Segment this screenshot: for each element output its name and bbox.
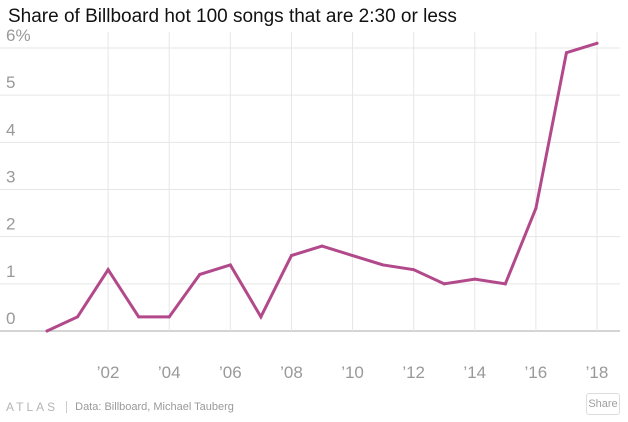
footer-divider (66, 401, 68, 413)
data-point (564, 51, 568, 55)
data-point (259, 315, 263, 319)
data-point (534, 206, 538, 210)
y-tick-label: 1 (6, 262, 15, 281)
data-point (137, 315, 141, 319)
x-tick-label: ’10 (341, 363, 364, 382)
x-tick-label: ’12 (402, 363, 425, 382)
data-point (228, 263, 232, 267)
data-point (442, 282, 446, 286)
data-point (289, 254, 293, 258)
y-tick-label: 0 (6, 309, 15, 328)
x-tick-label: ’02 (97, 363, 120, 382)
x-tick-label: ’06 (219, 363, 242, 382)
data-point (381, 263, 385, 267)
share-button[interactable]: Share (586, 393, 620, 415)
y-tick-label: 6% (6, 26, 31, 45)
atlas-logo: ATLAS (6, 400, 59, 414)
y-tick-label: 4 (6, 120, 15, 139)
y-tick-label: 3 (6, 168, 15, 187)
x-tick-label: ’08 (280, 363, 303, 382)
x-tick-label: ’14 (463, 363, 486, 382)
data-point (320, 244, 324, 248)
x-tick-label: ’18 (586, 363, 609, 382)
data-point (76, 315, 80, 319)
y-tick-label: 2 (6, 215, 15, 234)
chart-title: Share of Billboard hot 100 songs that ar… (8, 6, 457, 27)
y-tick-label: 5 (6, 73, 15, 92)
data-point (503, 282, 507, 286)
footer: ATLAS Data: Billboard, Michael Tauberg (6, 398, 234, 416)
data-point (595, 41, 599, 45)
data-point (106, 268, 110, 272)
data-point (412, 268, 416, 272)
data-point (351, 254, 355, 258)
data-point (198, 272, 202, 276)
x-tick-label: ’04 (158, 363, 181, 382)
x-tick-label: ’16 (525, 363, 548, 382)
series-line (45, 41, 599, 333)
data-point (45, 329, 49, 333)
source-note: Data: Billboard, Michael Tauberg (75, 401, 234, 413)
data-point (473, 277, 477, 281)
line-chart: 0 1 2 3 4 5 6% ’02 ’04 ’06 ’08 ’10 ’12 ’14 ’16 ’18 (0, 26, 620, 382)
data-point (167, 315, 171, 319)
